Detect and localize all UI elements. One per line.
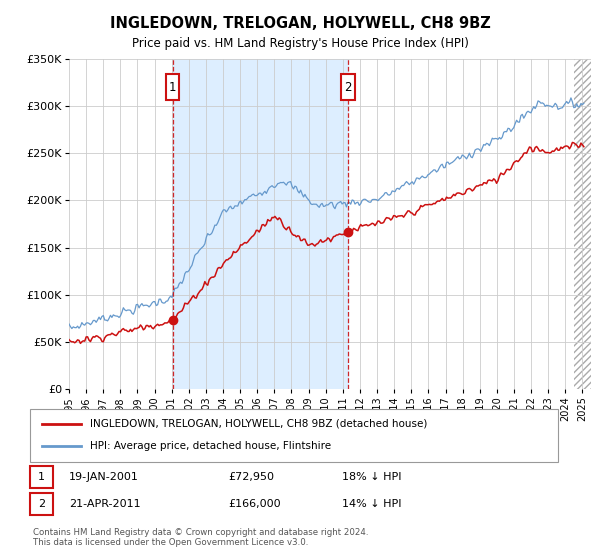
Text: £72,950: £72,950 [228,472,274,482]
Text: £166,000: £166,000 [228,499,281,509]
Text: Price paid vs. HM Land Registry's House Price Index (HPI): Price paid vs. HM Land Registry's House … [131,38,469,50]
Text: INGLEDOWN, TRELOGAN, HOLYWELL, CH8 9BZ (detached house): INGLEDOWN, TRELOGAN, HOLYWELL, CH8 9BZ (… [90,419,427,429]
FancyBboxPatch shape [166,74,179,100]
Text: Contains HM Land Registry data © Crown copyright and database right 2024.
This d: Contains HM Land Registry data © Crown c… [33,528,368,547]
Text: 2: 2 [344,81,352,94]
Text: 14% ↓ HPI: 14% ↓ HPI [342,499,401,509]
Text: INGLEDOWN, TRELOGAN, HOLYWELL, CH8 9BZ: INGLEDOWN, TRELOGAN, HOLYWELL, CH8 9BZ [110,16,490,31]
Bar [173,59,348,389]
Text: 1: 1 [38,472,45,482]
Text: 18% ↓ HPI: 18% ↓ HPI [342,472,401,482]
Text: 19-JAN-2001: 19-JAN-2001 [69,472,139,482]
Text: HPI: Average price, detached house, Flintshire: HPI: Average price, detached house, Flin… [90,441,331,451]
Text: 2: 2 [38,499,45,509]
FancyBboxPatch shape [341,74,355,100]
Text: 21-APR-2011: 21-APR-2011 [69,499,140,509]
Text: 1: 1 [169,81,176,94]
